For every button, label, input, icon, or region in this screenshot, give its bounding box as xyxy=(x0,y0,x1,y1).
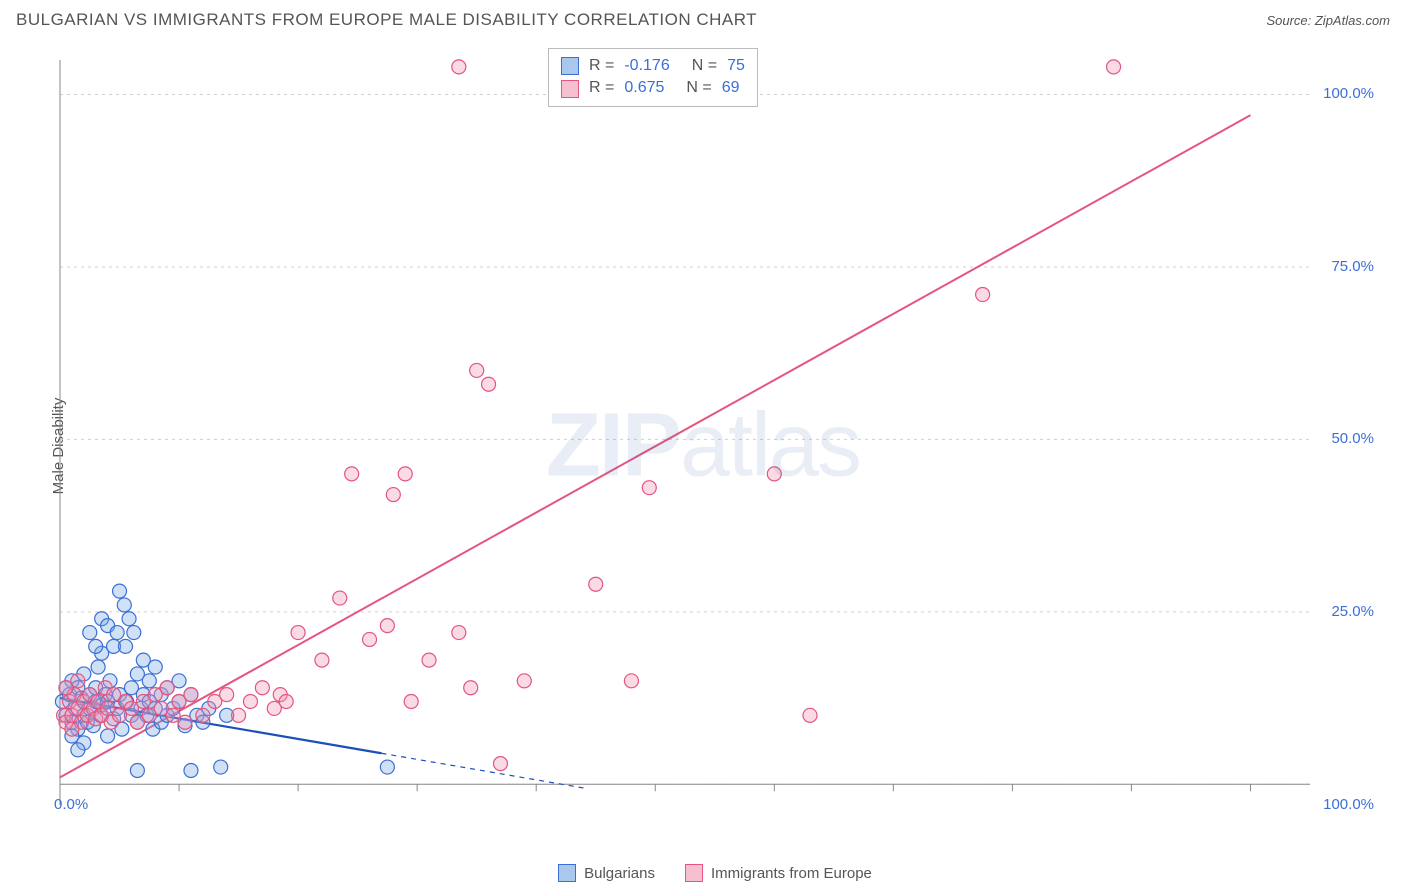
header: BULGARIAN VS IMMIGRANTS FROM EUROPE MALE… xyxy=(0,0,1406,40)
corr-legend-row: R = 0.675 N = 69 xyxy=(561,77,745,99)
r-value: -0.176 xyxy=(624,55,669,77)
y-tick-label: 50.0% xyxy=(1331,430,1374,447)
y-tick-label: 25.0% xyxy=(1331,603,1374,620)
legend-swatch-icon xyxy=(558,864,576,882)
n-label: N = xyxy=(686,77,711,99)
plot-svg xyxy=(50,50,1380,835)
r-label: R = xyxy=(589,55,614,77)
legend-label: Bulgarians xyxy=(584,865,655,882)
r-label: R = xyxy=(589,77,614,99)
n-value: 75 xyxy=(727,55,745,77)
legend-swatch-icon xyxy=(561,57,579,75)
x-tick-label: 100.0% xyxy=(1323,796,1374,813)
legend-swatch-icon xyxy=(685,864,703,882)
legend-item-bulgarians: Bulgarians xyxy=(558,864,655,882)
n-value: 69 xyxy=(722,77,740,99)
source-attribution: Source: ZipAtlas.com xyxy=(1266,13,1390,28)
r-value: 0.675 xyxy=(624,77,664,99)
series-legend: Bulgarians Immigrants from Europe xyxy=(50,864,1380,882)
legend-swatch-icon xyxy=(561,80,579,98)
correlation-legend: R = -0.176 N = 75 R = 0.675 N = 69 xyxy=(548,48,758,107)
chart-title: BULGARIAN VS IMMIGRANTS FROM EUROPE MALE… xyxy=(16,10,757,30)
y-tick-label: 100.0% xyxy=(1323,85,1374,102)
n-label: N = xyxy=(692,55,717,77)
legend-item-immigrants: Immigrants from Europe xyxy=(685,864,872,882)
scatter-plot: 100.0% 75.0% 50.0% 25.0% 0.0% 100.0% xyxy=(50,50,1380,835)
x-tick-label: 0.0% xyxy=(54,796,88,813)
y-tick-label: 75.0% xyxy=(1331,258,1374,275)
corr-legend-row: R = -0.176 N = 75 xyxy=(561,55,745,77)
legend-label: Immigrants from Europe xyxy=(711,865,872,882)
